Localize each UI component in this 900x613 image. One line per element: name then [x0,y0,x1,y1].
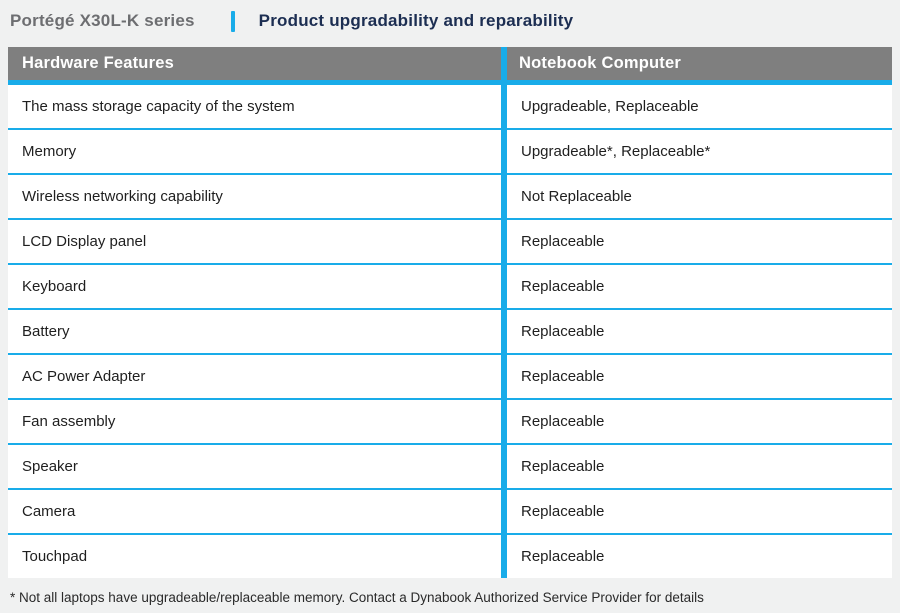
value-cell: Replaceable [521,548,605,565]
page-title: Product upgradability and reparability [258,11,574,30]
upgradability-table: Hardware Features Notebook Computer The … [8,47,892,578]
value-cell: Replaceable [521,323,605,340]
feature-cell: Wireless networking capability [22,188,223,205]
column-divider [501,220,507,263]
table-row: AC Power Adapter Replaceable [8,355,892,400]
column-divider [501,130,507,173]
feature-cell: Keyboard [22,278,87,295]
table-row: Memory Upgradeable*, Replaceable* [8,130,892,175]
feature-cell: Battery [22,323,70,340]
column-divider [501,535,507,578]
column-divider [501,445,507,488]
footnote: * Not all laptops have upgradeable/repla… [10,590,704,605]
value-cell: Replaceable [521,458,605,475]
table-row: The mass storage capacity of the system … [8,85,892,130]
feature-cell: AC Power Adapter [22,368,146,385]
value-cell: Not Replaceable [521,188,632,205]
value-cell: Replaceable [521,503,605,520]
feature-cell: Fan assembly [22,413,116,430]
series-title: Portégé X30L-K series [10,11,195,30]
table-header-row: Hardware Features Notebook Computer [8,47,892,85]
column-header-notebook-computer: Notebook Computer [519,54,681,72]
table-row: Fan assembly Replaceable [8,400,892,445]
table-body: The mass storage capacity of the system … [8,85,892,578]
value-cell: Replaceable [521,368,605,385]
column-divider [501,85,507,128]
table-row: Keyboard Replaceable [8,265,892,310]
value-cell: Replaceable [521,233,605,250]
feature-cell: Speaker [22,458,78,475]
feature-cell: Camera [22,503,76,520]
column-divider [501,490,507,533]
value-cell: Replaceable [521,413,605,430]
column-divider [501,355,507,398]
table-row: Speaker Replaceable [8,445,892,490]
feature-cell: Memory [22,143,77,160]
column-divider [501,265,507,308]
column-divider [501,400,507,443]
feature-cell: The mass storage capacity of the system [22,98,295,115]
feature-cell: Touchpad [22,548,88,565]
column-header-hardware-features: Hardware Features [22,54,174,72]
value-cell: Upgradeable*, Replaceable* [521,143,711,160]
value-cell: Replaceable [521,278,605,295]
table-row: Touchpad Replaceable [8,535,892,578]
title-separator-bar [230,10,235,32]
column-divider [501,310,507,353]
feature-cell: LCD Display panel [22,233,147,250]
table-row: Wireless networking capability Not Repla… [8,175,892,220]
column-divider [501,47,507,80]
value-cell: Upgradeable, Replaceable [521,98,699,115]
title-bar: Portégé X30L-K series Product upgradabil… [10,7,573,35]
table-row: Camera Replaceable [8,490,892,535]
table-row: LCD Display panel Replaceable [8,220,892,265]
table-row: Battery Replaceable [8,310,892,355]
column-divider [501,175,507,218]
